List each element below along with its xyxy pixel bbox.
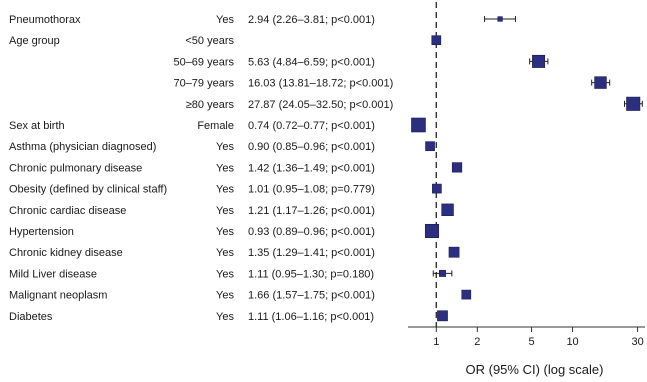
x-tick-label: 1 (433, 336, 439, 348)
row-estimate-text: 0.74 (0.72–0.77; p<0.001) (248, 120, 375, 132)
point-estimate-marker (432, 183, 442, 194)
point-estimate-marker (441, 203, 454, 216)
row-estimate-text: 2.94 (2.26–3.81; p<0.001) (248, 14, 375, 26)
row-estimate-text: 16.03 (13.81–18.72; p<0.001) (248, 78, 393, 90)
row-level: 70–79 years (173, 78, 234, 90)
x-tick-label: 5 (528, 336, 534, 348)
row-label: Asthma (physician diagnosed) (9, 141, 156, 153)
row-label: Sex at birth (9, 120, 65, 132)
point-estimate-marker (448, 246, 460, 258)
point-estimate-marker (431, 35, 442, 46)
row-level: Yes (216, 226, 234, 238)
row-estimate-text: 1.11 (0.95–1.30; p=0.180) (248, 268, 374, 280)
row-estimate-text: 1.21 (1.17–1.26; p<0.001) (248, 205, 375, 217)
x-tick-label: 2 (474, 336, 480, 348)
row-level: Yes (216, 184, 234, 196)
point-estimate-marker (424, 223, 440, 239)
row-level: 50–69 years (173, 56, 234, 68)
x-tick-label: 30 (631, 336, 643, 348)
point-estimate-marker (451, 162, 463, 173)
row-level: Yes (216, 141, 234, 153)
point-estimate-marker (439, 269, 446, 277)
row-label: Chronic cardiac disease (9, 205, 126, 217)
point-estimate-marker (594, 76, 607, 89)
row-level: Female (197, 120, 234, 132)
row-level: Yes (216, 311, 234, 323)
x-axis-ticks: 1 2 5 10 30 (433, 327, 644, 348)
row-estimate-text: 5.63 (4.84–6.59; p<0.001) (248, 56, 375, 68)
row-level: Yes (216, 14, 234, 26)
x-axis-label: OR (95% CI) (log scale) (466, 362, 604, 377)
point-estimates (411, 16, 641, 322)
row-level: Yes (216, 268, 234, 280)
confidence-intervals (416, 16, 643, 319)
row-level: Yes (216, 247, 234, 259)
row-label: Chronic pulmonary disease (9, 162, 142, 174)
row-level: ≥80 years (186, 99, 235, 111)
row-level: Yes (216, 290, 234, 302)
row-label: Mild Liver disease (9, 268, 97, 280)
point-estimate-marker (497, 16, 503, 22)
row-estimate-text: 1.35 (1.29–1.41; p<0.001) (248, 247, 375, 259)
point-estimate-marker (437, 310, 448, 322)
point-estimate-marker (626, 96, 641, 111)
row-labels: Pneumothorax Yes 2.94 (2.26–3.81; p<0.001)… (9, 14, 393, 323)
point-estimate-marker (425, 141, 435, 152)
row-estimate-text: 1.66 (1.57–1.75; p<0.001) (248, 290, 375, 302)
row-label: Age group (9, 35, 60, 47)
row-level: <50 years (185, 35, 234, 47)
point-estimate-marker (411, 117, 426, 133)
row-label: Pneumothorax (9, 14, 81, 26)
x-tick-label: 10 (566, 336, 578, 348)
row-level: Yes (216, 162, 234, 174)
row-estimate-text: 1.42 (1.36–1.49; p<0.001) (248, 162, 375, 174)
row-label: Hypertension (9, 226, 74, 238)
row-estimate-text: 0.90 (0.85–0.96; p<0.001) (248, 141, 375, 153)
row-estimate-text: 27.87 (24.05–32.50; p<0.001) (248, 99, 393, 111)
row-estimate-text: 0.93 (0.89–0.96; p<0.001) (248, 226, 375, 238)
row-estimate-text: 1.01 (0.95–1.08; p=0.779) (248, 184, 375, 196)
row-label: Obesity (defined by clinical staff) (9, 184, 167, 196)
row-label: Diabetes (9, 311, 53, 323)
row-level: Yes (216, 205, 234, 217)
row-estimate-text: 1.11 (1.06–1.16; p<0.001) (248, 311, 374, 323)
row-label: Chronic kidney disease (9, 247, 123, 259)
point-estimate-marker (532, 54, 546, 68)
row-label: Malignant neoplasm (9, 290, 107, 302)
point-estimate-marker (461, 289, 472, 300)
